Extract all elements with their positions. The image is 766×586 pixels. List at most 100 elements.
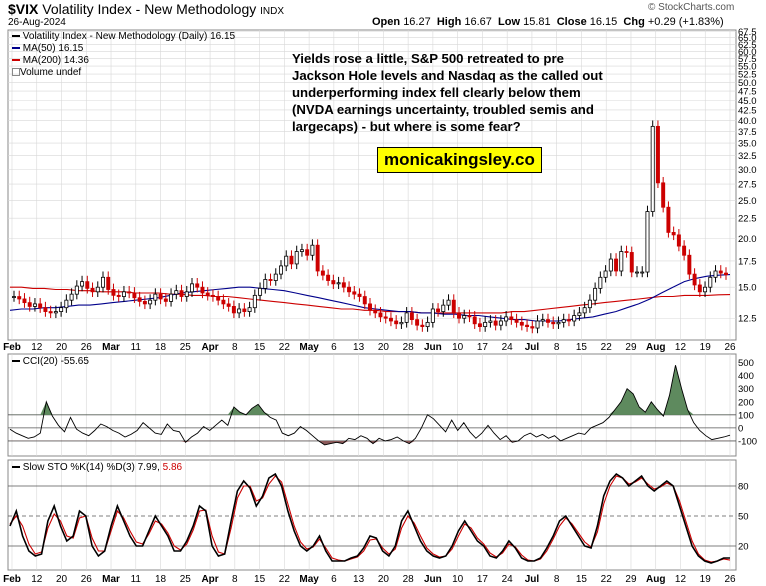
candle-body <box>572 315 577 322</box>
legend-ma200-text: MA(200) 14.36 <box>22 55 89 66</box>
x-tick-label-bottom: 12 <box>31 574 43 585</box>
x-tick-label-top: 24 <box>502 342 514 353</box>
cci-overbought-fill <box>10 365 730 415</box>
candle-body <box>352 291 357 295</box>
price-tick-label: 27.5 <box>738 180 757 191</box>
candle-body <box>624 251 629 253</box>
candle-body <box>415 319 420 326</box>
price-tick-label: 55.0 <box>738 62 757 73</box>
candle-body <box>258 287 263 296</box>
candle-body <box>252 294 257 309</box>
x-tick-label-bottom: 22 <box>279 574 291 585</box>
candle-body <box>655 125 660 184</box>
x-tick-label-top: 12 <box>31 342 43 353</box>
x-tick-label-top: 20 <box>56 342 68 353</box>
candle-body <box>399 321 404 325</box>
price-tick-label: 65.0 <box>738 33 757 44</box>
close-label: Close <box>556 16 587 28</box>
candle-body <box>420 324 425 328</box>
candle-body <box>713 270 718 278</box>
candle-body <box>32 303 37 307</box>
x-tick-label-top: 29 <box>625 342 637 353</box>
chg-value: +0.29 (+1.83%) <box>647 16 724 28</box>
candle-body <box>12 296 16 298</box>
x-tick-label-top: 8 <box>554 342 560 353</box>
candle-body <box>127 291 132 294</box>
chart-date: 26-Aug-2024 <box>8 17 66 28</box>
candle-body <box>69 293 74 301</box>
x-tick-label-bottom: 8 <box>554 574 560 585</box>
x-tick-label-bottom: Aug <box>646 574 665 585</box>
x-tick-label-top: Feb <box>3 342 21 353</box>
cci-tick-label: 200 <box>738 397 754 408</box>
candle-body <box>80 281 85 287</box>
chg-label: Chg <box>623 16 645 28</box>
ohlc-readout: Open 16.27 High 16.67 Low 15.81 Close 16… <box>372 16 724 28</box>
candle-body <box>268 279 273 281</box>
candle-body <box>477 323 482 328</box>
x-tick-label-top: 15 <box>254 342 266 353</box>
x-tick-label-top: Apr <box>201 342 218 353</box>
price-tick-label: 32.5 <box>738 151 757 162</box>
x-tick-label-bottom: 6 <box>331 574 337 585</box>
x-tick-label-bottom: 19 <box>700 574 712 585</box>
price-tick-label: 52.5 <box>738 70 757 81</box>
high-value: 16.67 <box>464 16 492 28</box>
stoch-k-line <box>9 472 730 564</box>
stoch-tick-label: 50 <box>738 512 749 523</box>
x-tick-label-bottom: 29 <box>625 574 637 585</box>
legend-price: Volatility Index - New Methodology (Dail… <box>12 31 235 43</box>
candle-body <box>315 244 320 272</box>
candle-body <box>436 308 441 312</box>
candle-body <box>603 270 608 278</box>
price-tick-label: 25.0 <box>738 196 757 207</box>
candle-body <box>566 319 571 322</box>
candle-body <box>509 316 514 321</box>
candle-body <box>661 182 666 208</box>
candle-body <box>498 320 503 326</box>
x-tick-label-top: 13 <box>353 342 365 353</box>
legend-volume: Volume undef <box>12 67 235 79</box>
candle-body <box>724 272 728 276</box>
candle-body <box>373 309 378 314</box>
candle-body <box>111 289 116 296</box>
candle-body <box>650 125 655 212</box>
candle-body <box>493 320 498 326</box>
candle-body <box>247 307 252 312</box>
candle-body <box>195 283 200 288</box>
candle-body <box>587 299 592 309</box>
candle-body <box>200 286 205 294</box>
x-tick-label-bottom: Jun <box>424 574 442 585</box>
candle-body <box>284 255 289 267</box>
x-tick-label-bottom: 24 <box>502 574 514 585</box>
candle-body <box>619 251 624 272</box>
cci-panel-frame <box>7 353 737 457</box>
candle-body <box>336 282 341 285</box>
x-tick-label-bottom: 20 <box>378 574 390 585</box>
cci-label: CCI(20) -55.65 <box>12 356 89 367</box>
price-tick-label: 15.0 <box>738 283 757 294</box>
candle-body <box>299 249 304 252</box>
legend-ma200: MA(200) 14.36 <box>12 55 235 67</box>
candle-body <box>682 245 687 256</box>
candle-body <box>341 282 346 288</box>
candle-body <box>310 244 315 256</box>
x-tick-label-top: 18 <box>155 342 167 353</box>
stockcharts-brand: © StockCharts.com <box>648 2 735 13</box>
x-tick-label-bottom: Feb <box>3 574 21 585</box>
candle-body <box>163 298 168 302</box>
x-tick-label-bottom: 13 <box>353 574 365 585</box>
x-tick-label-top: 10 <box>452 342 464 353</box>
candle-body <box>153 293 158 301</box>
candle-body <box>582 307 587 314</box>
candle-body <box>394 320 399 325</box>
candle-body <box>38 303 43 309</box>
candle-body <box>703 286 708 293</box>
candle-body <box>226 303 231 307</box>
cci-tick-label: 300 <box>738 384 754 395</box>
x-tick-label-bottom: 8 <box>232 574 238 585</box>
candle-body <box>488 320 493 323</box>
x-tick-label-bottom: 28 <box>403 574 415 585</box>
symbol: $VIX <box>8 1 39 17</box>
price-tick-label: 22.5 <box>738 214 757 225</box>
